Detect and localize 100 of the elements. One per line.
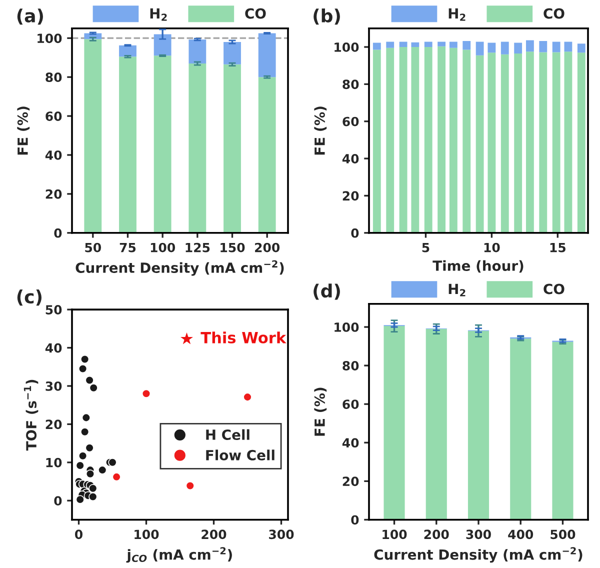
point	[142, 389, 151, 398]
bar	[526, 52, 534, 233]
bar	[476, 55, 484, 233]
point	[108, 458, 117, 467]
bar	[468, 330, 490, 520]
y-tick-label: 80	[46, 72, 62, 82]
point	[82, 413, 91, 422]
point	[88, 484, 98, 493]
bar	[577, 52, 586, 233]
legend-label: H$_{2}$	[448, 284, 466, 296]
y-tick-label: 20	[342, 191, 359, 201]
bar	[411, 46, 420, 233]
bar	[539, 52, 548, 233]
bar	[424, 46, 432, 233]
point	[178, 330, 195, 346]
x-tick-label: 100	[150, 242, 176, 252]
bar	[462, 41, 471, 50]
y-tick-label: 10	[46, 458, 62, 468]
legend-label: CO	[544, 284, 564, 294]
point	[89, 384, 98, 392]
x-tick-label: 10	[484, 242, 500, 252]
x-axis-title: j$_{CO}$ (mA cm$^{−2}$)	[126, 547, 232, 563]
bar	[424, 42, 432, 47]
chart-title: (a)	[17, 8, 43, 25]
bar	[438, 46, 446, 233]
y-tick-label: 80	[342, 361, 359, 370]
bar	[224, 42, 241, 64]
point	[78, 364, 88, 374]
bar	[188, 40, 206, 64]
bar	[577, 44, 586, 53]
bar	[438, 42, 446, 46]
point	[85, 376, 94, 385]
point	[88, 492, 98, 502]
point	[86, 470, 95, 478]
bar	[119, 45, 136, 57]
point	[85, 444, 94, 452]
bar	[500, 54, 509, 233]
bar	[188, 63, 206, 233]
chart-title: (d)	[314, 284, 340, 300]
bar	[514, 53, 522, 233]
y-tick-label: 80	[342, 80, 359, 90]
y-tick-label: 60	[342, 400, 359, 410]
bar	[488, 52, 496, 233]
bar	[462, 50, 471, 233]
y-tick-label: 100	[334, 42, 359, 52]
chart-title: (b)	[314, 8, 340, 25]
point	[80, 354, 90, 364]
x-tick-label: 400	[508, 530, 534, 540]
point	[76, 495, 84, 504]
y-tick-label: 20	[46, 189, 62, 199]
bar	[552, 42, 560, 52]
bar	[386, 42, 394, 48]
bar	[258, 77, 276, 233]
legend-label: H$_{2}$	[150, 8, 167, 21]
bar	[84, 39, 102, 233]
bar	[426, 328, 447, 520]
y-tick-label: 0	[351, 515, 359, 525]
x-axis-title: Current Density (mA cm$^{−2}$)	[76, 260, 284, 276]
x-tick-label: 150	[220, 242, 245, 252]
y-axis-title: FE (%)	[314, 106, 327, 155]
legend-label: Flow Cell	[206, 450, 274, 460]
bar	[119, 56, 136, 233]
y-tick-label: 100	[38, 34, 62, 44]
bar	[384, 326, 405, 520]
point	[112, 472, 121, 482]
bar	[224, 64, 241, 233]
bar	[154, 56, 172, 233]
y-tick-label: 100	[334, 322, 359, 332]
bar	[154, 34, 172, 56]
bar	[500, 42, 509, 54]
bar	[510, 338, 532, 520]
x-tick-label: 50	[85, 242, 102, 252]
bar	[386, 48, 394, 233]
x-tick-label: 0	[75, 530, 82, 540]
y-tick-label: 60	[342, 116, 359, 126]
bar	[564, 52, 572, 233]
y-tick-label: 30	[46, 381, 62, 391]
point	[186, 481, 194, 490]
y-tick-label: 0	[54, 228, 62, 238]
x-tick-label: 125	[186, 242, 210, 252]
bar	[526, 40, 534, 52]
x-tick-label: 300	[466, 530, 491, 540]
annotation: This Work	[200, 332, 286, 344]
bar	[564, 42, 572, 52]
x-tick-label: 15	[550, 242, 566, 252]
bar	[372, 42, 381, 50]
x-tick-label: 200	[255, 242, 280, 252]
x-axis-title: Time (hour)	[432, 260, 524, 273]
y-axis-title: FE (%)	[17, 106, 30, 155]
bar	[372, 50, 381, 233]
x-tick-label: 100	[134, 530, 159, 540]
bar	[449, 42, 458, 48]
x-tick-label: 100	[382, 530, 407, 540]
x-tick-label: 5	[422, 242, 430, 252]
bar	[539, 41, 548, 52]
y-tick-label: 40	[342, 154, 359, 164]
bar	[514, 42, 522, 54]
y-axis-title: FE (%)	[314, 388, 327, 436]
bar	[258, 33, 276, 78]
y-tick-label: 20	[342, 476, 359, 486]
